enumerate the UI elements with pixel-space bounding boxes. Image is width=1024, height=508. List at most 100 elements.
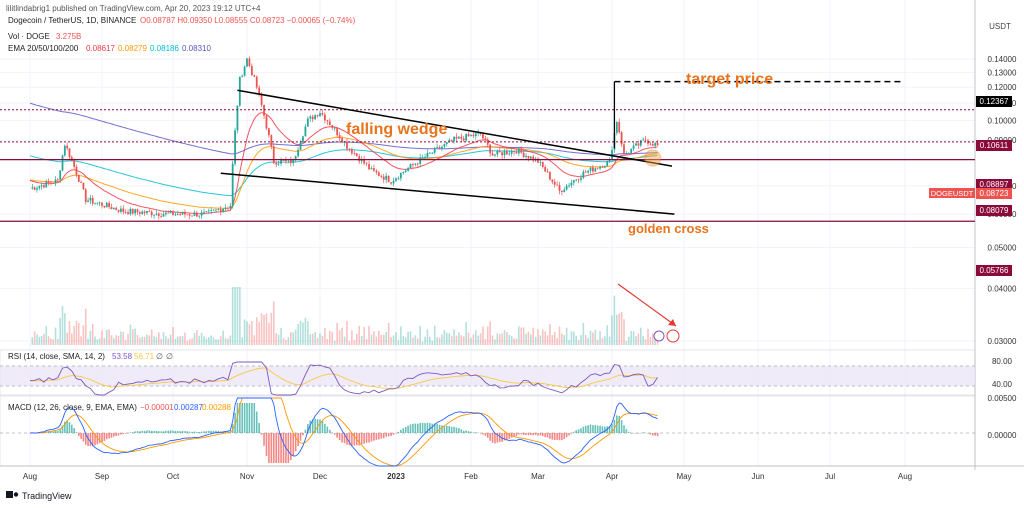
candle-body (115, 207, 118, 210)
candle-body (136, 209, 139, 213)
macd-histogram-bar (589, 424, 592, 433)
candle-body (188, 214, 191, 216)
volume-bar (91, 323, 94, 345)
macd-histogram-bar (436, 423, 438, 433)
author-line: lilitlindabrig1 published on TradingView… (6, 4, 261, 13)
macd-histogram-bar (265, 433, 268, 457)
volume-bar (596, 339, 599, 345)
candle-body (353, 153, 356, 155)
candle-body (176, 214, 179, 215)
candle-body (80, 181, 82, 183)
tag-symbol (929, 188, 975, 198)
macd-histogram-bar (120, 433, 122, 435)
volume-bar (338, 330, 341, 345)
macd-histogram-bar (470, 431, 472, 433)
candle-body (73, 160, 76, 167)
macd-histogram-bar (117, 433, 120, 436)
rsi-sma-line (29, 367, 658, 389)
macd-histogram-bar (496, 433, 499, 443)
candle-body (40, 185, 43, 187)
volume-bar (160, 338, 162, 345)
volume-bar (537, 329, 539, 345)
volume-bar (360, 335, 363, 345)
x-axis-ticks: Aug Sep Oct Nov Dec 2023 Feb Mar Apr May Jun Jul Aug (23, 472, 912, 481)
volume-bar (184, 332, 186, 345)
macd-histogram-bar (200, 431, 203, 433)
macd-histogram-bar (331, 432, 334, 434)
candle-body (363, 158, 366, 164)
candle-body (181, 211, 184, 215)
macd-histogram-bar (414, 423, 417, 433)
volume-bar (36, 334, 38, 345)
candle-body (392, 180, 395, 184)
volume-bar (348, 341, 351, 345)
x-tick-9: May (676, 472, 691, 481)
macd-histogram-bar (474, 432, 477, 433)
macd-histogram-bar (260, 433, 263, 435)
macd-histogram-bar (101, 433, 103, 442)
macd-histogram-bar (479, 433, 482, 434)
macd-histogram-bar (404, 427, 407, 433)
macd-histogram-bar (329, 429, 331, 433)
volume-bar (198, 335, 201, 345)
volume-bar (324, 327, 326, 345)
macd-histogram-bar (251, 403, 253, 433)
rsi-line (29, 361, 658, 396)
macd-histogram-bar (205, 431, 208, 433)
macd-histogram-bar (513, 433, 515, 437)
candle-body (112, 207, 115, 210)
volume-bar (153, 336, 155, 345)
macd-histogram-bar (50, 431, 52, 433)
candle-body (231, 163, 234, 206)
macd-tick-0: 0.00500 (988, 394, 1017, 403)
macd-histogram-bar (551, 433, 554, 440)
volume-bar (419, 326, 421, 345)
volume-bar (343, 336, 346, 345)
volume-bar (219, 336, 222, 345)
macd-histogram-bar (527, 433, 530, 436)
rsi-lines (29, 361, 658, 396)
candle-body (520, 148, 523, 153)
volume-bar (546, 335, 549, 345)
macd-histogram-bar (450, 426, 453, 433)
macd-histogram-bar (136, 431, 139, 433)
macd-histogram-bar (196, 431, 198, 433)
volume-bar (446, 332, 448, 345)
macd-histogram-bar (148, 430, 151, 433)
candle-body (537, 158, 539, 163)
macd-histogram-bar (292, 433, 295, 456)
macd-histogram-bar (103, 433, 106, 442)
volume-bar (474, 330, 477, 345)
tag-symbol-text: DOGEUSDT (931, 189, 974, 198)
macd-histogram-bar (224, 431, 227, 433)
candle-body (258, 87, 261, 94)
macd-histogram-bar (263, 433, 265, 446)
macd-histogram-bar (625, 429, 628, 433)
volume-bar (148, 335, 151, 345)
macd-histogram-bar (382, 433, 385, 439)
candle-body (120, 208, 122, 212)
candle-body (611, 149, 613, 160)
candle-body (467, 134, 470, 137)
macd-histogram-bar (477, 432, 479, 433)
candle-body (191, 215, 193, 217)
candle-body (416, 163, 419, 165)
macd-histogram-bar (68, 422, 71, 433)
volume-arrow-head (668, 319, 676, 326)
volume-bar (365, 339, 368, 345)
candle-body (407, 167, 409, 171)
macd-histogram-bar (73, 428, 75, 433)
macd-histogram-bar (324, 423, 326, 433)
candle-body (618, 122, 621, 133)
macd-histogram-bar (608, 425, 611, 433)
volume-bar (484, 339, 487, 345)
candle-body (319, 113, 321, 117)
volume-bar (421, 341, 424, 345)
macd-histogram-bar (150, 430, 153, 433)
volume-bar (491, 335, 494, 345)
macd-histogram-bar (176, 431, 179, 433)
macd-histogram-bar (52, 431, 55, 433)
candle-body (236, 105, 239, 131)
candle-body (433, 148, 436, 153)
